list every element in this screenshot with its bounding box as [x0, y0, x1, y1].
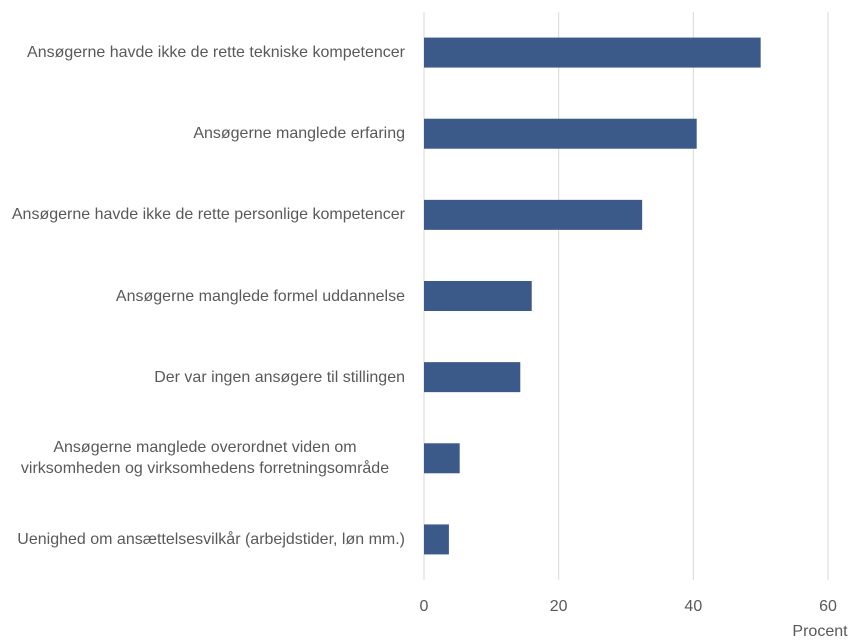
bar — [424, 443, 460, 474]
bar — [424, 37, 761, 68]
x-tick-label: 0 — [420, 598, 429, 615]
y-tick-label: Uenighed om ansættelsesvilkår (arbejdsti… — [17, 530, 405, 548]
x-tick-label: 60 — [819, 598, 837, 615]
bar — [424, 281, 532, 311]
x-axis-label: Procent — [792, 623, 848, 640]
y-tick-label-box: Uenighed om ansættelsesvilkår (arbejdsti… — [0, 499, 405, 579]
y-tick-label-box: Ansøgerne havde ikke de rette personlige… — [0, 175, 405, 255]
y-tick-label: Ansøgerne manglede overordnet viden om v… — [20, 439, 390, 478]
y-tick-label-box: Ansøgerne manglede formel uddannelse — [0, 256, 405, 336]
x-tick-label: 20 — [550, 598, 568, 615]
y-tick-label: Ansøgerne havde ikke de rette personlige… — [11, 206, 405, 224]
y-tick-label: Ansøgerne manglede formel uddannelse — [115, 287, 405, 305]
y-tick-label: Ansøgerne havde ikke de rette tekniske k… — [27, 44, 405, 62]
bar — [424, 362, 521, 393]
y-tick-label-box: Ansøgerne manglede overordnet viden om v… — [0, 418, 405, 498]
y-tick-label-box: Ansøgerne havde ikke de rette tekniske k… — [0, 13, 405, 93]
y-tick-label: Ansøgerne manglede erfaring — [193, 125, 405, 143]
y-tick-label: Der var ingen ansøgere til stillingen — [154, 368, 405, 386]
y-tick-label-box: Der var ingen ansøgere til stillingen — [0, 337, 405, 417]
bar — [424, 118, 697, 149]
x-tick-label: 40 — [684, 598, 702, 615]
bar — [424, 524, 449, 555]
y-tick-label-box: Ansøgerne manglede erfaring — [0, 94, 405, 174]
bar — [424, 199, 643, 230]
